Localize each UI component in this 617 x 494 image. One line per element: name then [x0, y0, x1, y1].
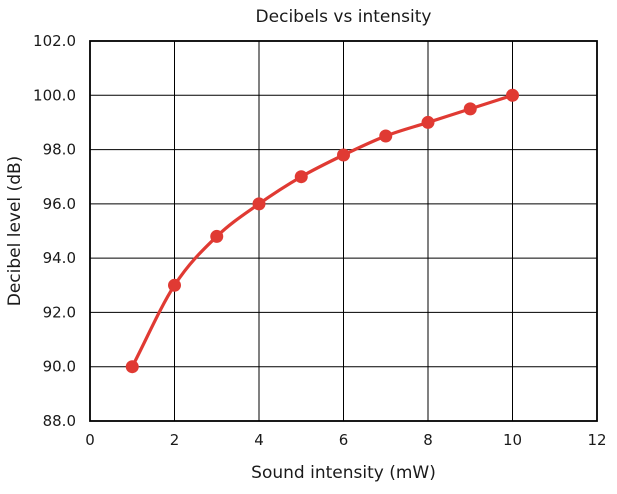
data-point: [463, 102, 477, 116]
x-axis-ticks: 0 2 4 6 8 10 12: [85, 431, 606, 449]
x-tick-label: 4: [254, 431, 264, 449]
series: [125, 88, 519, 374]
y-tick-label: 100.0: [33, 86, 76, 104]
data-point: [210, 229, 224, 243]
x-tick-label: 8: [423, 431, 433, 449]
y-tick-label: 98.0: [43, 141, 76, 159]
data-point: [337, 148, 350, 162]
x-tick-label: 2: [170, 431, 180, 449]
x-tick-label: 6: [339, 431, 349, 449]
y-tick-label: 102.0: [33, 32, 76, 50]
data-point: [421, 115, 435, 129]
y-tick-label: 96.0: [43, 195, 76, 213]
x-axis-label: Sound intensity (mW): [251, 463, 436, 483]
grid: [89, 40, 598, 422]
data-point: [379, 129, 393, 143]
data-point: [168, 278, 181, 292]
series-line: [130, 93, 515, 369]
x-tick-label: 0: [85, 431, 95, 449]
plot-frame: [89, 40, 598, 422]
data-point: [294, 170, 308, 184]
data-point: [125, 360, 139, 374]
y-tick-label: 90.0: [43, 358, 76, 376]
data-point: [252, 197, 266, 211]
chart-title: Decibels vs intensity: [256, 7, 432, 27]
y-axis-label: Decibel level (dB): [5, 156, 25, 307]
y-tick-label: 88.0: [43, 412, 76, 430]
y-axis-ticks: 88.0 90.0 92.0 94.0 96.0 98.0 100.0 102.0: [33, 32, 76, 430]
y-tick-label: 94.0: [43, 249, 76, 267]
y-tick-label: 92.0: [43, 303, 76, 321]
x-tick-label: 12: [587, 431, 606, 449]
x-tick-label: 10: [503, 431, 522, 449]
data-point: [506, 88, 519, 102]
